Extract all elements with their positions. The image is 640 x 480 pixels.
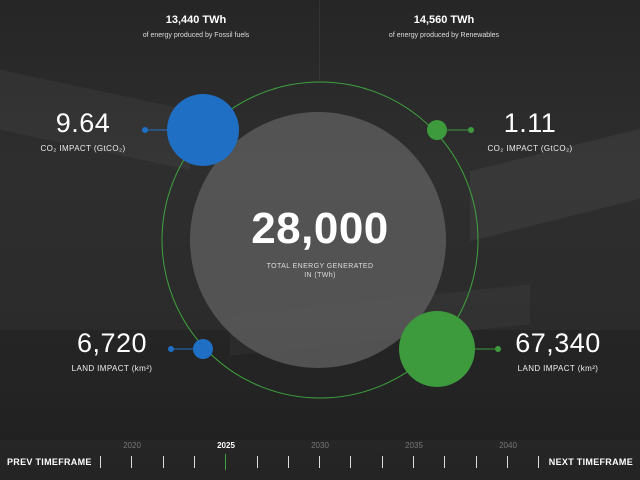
timeline-tick[interactable]	[413, 456, 414, 468]
total-energy-label-line1: TOTAL ENERGY GENERATED	[266, 263, 374, 270]
timeline-year-2035[interactable]: 2035	[405, 441, 423, 450]
timeline-tick[interactable]	[257, 456, 258, 468]
orbit-ring	[161, 81, 479, 399]
timeline-year-2030[interactable]: 2030	[311, 441, 329, 450]
timeline-tick[interactable]	[100, 456, 101, 468]
fossil-total-label: of energy produced by Fossil fuels	[142, 32, 250, 39]
prev-timeframe-button[interactable]: PREV TIMEFRAME	[7, 457, 92, 467]
fossil-land-value: 6,720	[76, 328, 148, 358]
total-energy-label-line2: IN (TWh)	[304, 272, 336, 279]
renewables-co2-dot	[468, 127, 474, 133]
timeline-tick[interactable]	[225, 454, 226, 470]
timeline-tick[interactable]	[382, 456, 383, 468]
timeline-tick[interactable]	[288, 456, 289, 468]
renewables-co2-label: CO₂ IMPACT (GtCO₂)	[487, 144, 573, 153]
next-timeframe-button[interactable]: NEXT TIMEFRAME	[548, 457, 633, 467]
timeline: PREV TIMEFRAME NEXT TIMEFRAME 2020 2025 20…	[0, 436, 640, 480]
renewables-land-impact: 67,340 LAND IMPACT (km²)	[506, 328, 610, 373]
fossil-land-impact: 6,720 LAND IMPACT (km²)	[62, 328, 162, 373]
renewables-co2-bubble[interactable]	[427, 120, 447, 140]
renewables-co2-value: 1.11	[503, 108, 557, 138]
renewables-co2-impact: 1.11 CO₂ IMPACT (GtCO₂)	[478, 108, 582, 153]
timeline-tick[interactable]	[538, 456, 539, 468]
fossil-land-label: LAND IMPACT (km²)	[71, 364, 153, 373]
total-energy-disc	[190, 112, 446, 368]
timeline-tick[interactable]	[350, 456, 351, 468]
total-energy-block: 28,000 TOTAL ENERGY GENERATED IN (TWh)	[230, 204, 410, 280]
fossil-co2-dot	[142, 127, 148, 133]
timeline-tick[interactable]	[163, 456, 164, 468]
timeline-year-2040[interactable]: 2040	[499, 441, 517, 450]
total-energy-value: 28,000	[251, 204, 389, 253]
fossil-co2-bubble[interactable]	[167, 94, 239, 166]
fossil-land-dot	[168, 346, 174, 352]
renewables-total-label: of energy produced by Renewables	[388, 32, 500, 39]
background-pole	[319, 0, 320, 80]
timeline-tick[interactable]	[319, 456, 320, 468]
timeline-year-2020[interactable]: 2020	[123, 441, 141, 450]
total-energy-label: TOTAL ENERGY GENERATED IN (TWh)	[230, 262, 410, 280]
fossil-co2-value: 9.64	[55, 108, 111, 138]
fossil-land-bubble[interactable]	[193, 339, 213, 359]
timeline-tick[interactable]	[444, 456, 445, 468]
fossil-total-stat: 13,440 TWh of energy produced by Fossil …	[86, 14, 306, 39]
renewables-total-value: 14,560 TWh	[413, 14, 475, 26]
renewables-land-dot	[495, 346, 501, 352]
renewables-land-bubble[interactable]	[399, 311, 475, 387]
fossil-co2-label: CO₂ IMPACT (GtCO₂)	[40, 144, 126, 153]
renewables-land-label: LAND IMPACT (km²)	[517, 364, 599, 373]
timeline-year-2025[interactable]: 2025	[217, 441, 235, 450]
renewables-land-value: 67,340	[515, 328, 601, 358]
fossil-total-value: 13,440 TWh	[165, 14, 227, 26]
timeline-tick[interactable]	[194, 456, 195, 468]
fossil-co2-impact: 9.64 CO₂ IMPACT (GtCO₂)	[38, 108, 128, 153]
timeline-tick[interactable]	[476, 456, 477, 468]
timeline-tick[interactable]	[507, 456, 508, 468]
timeline-tick[interactable]	[131, 456, 132, 468]
renewables-total-stat: 14,560 TWh of energy produced by Renewab…	[334, 14, 554, 39]
